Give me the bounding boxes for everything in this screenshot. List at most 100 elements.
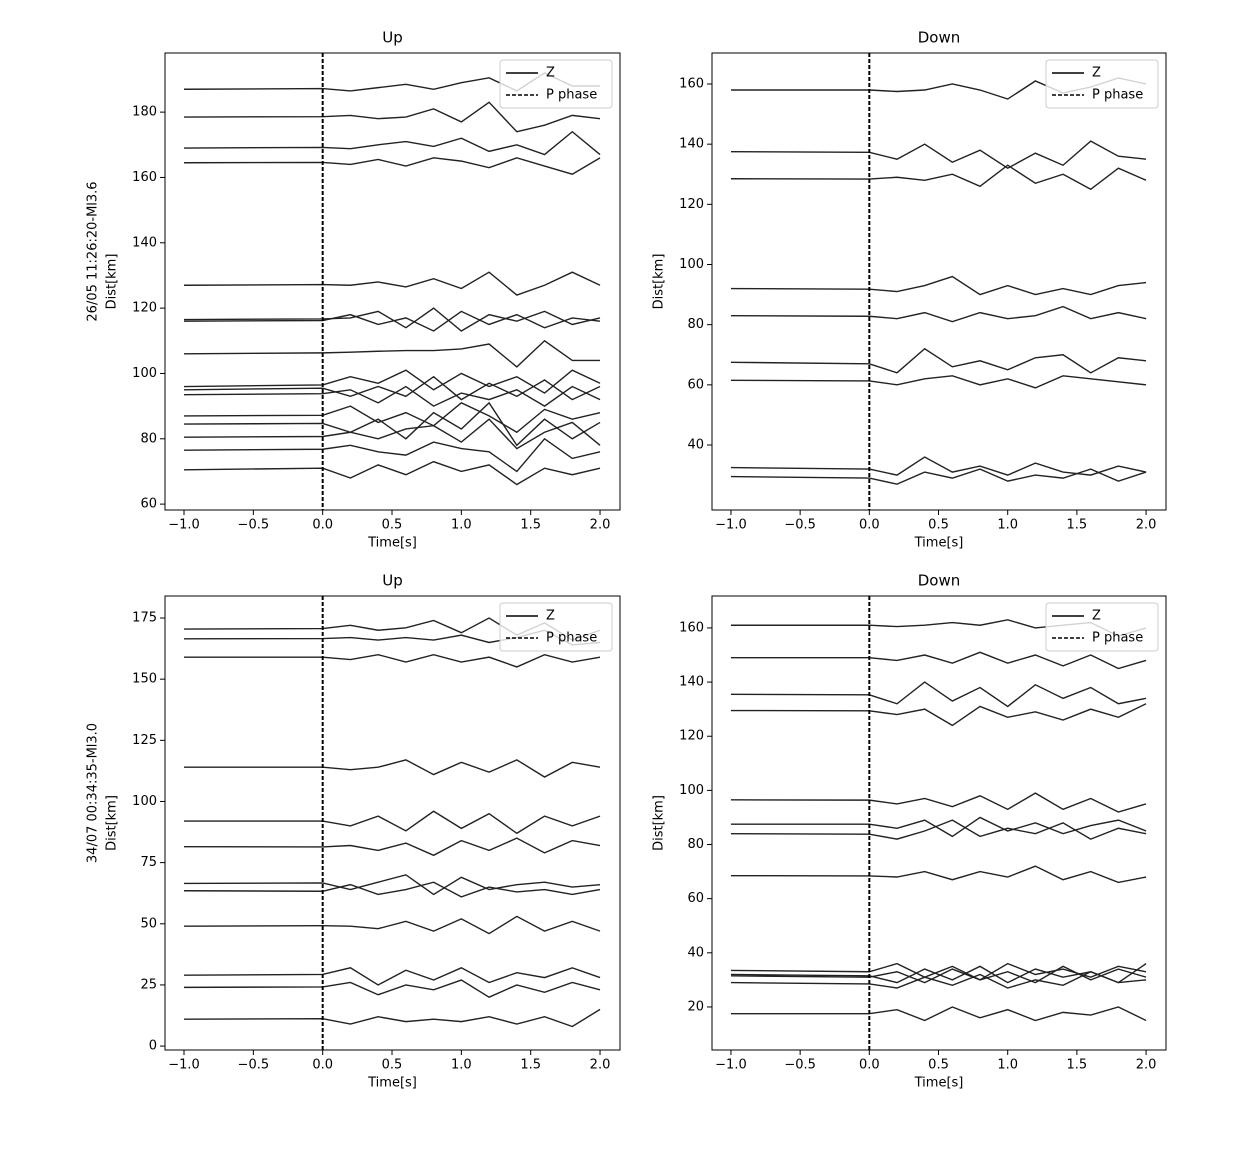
trace	[183, 157, 601, 175]
trace	[183, 653, 601, 668]
trace	[183, 437, 601, 473]
y-axis-label: Dist[km]	[652, 254, 667, 310]
trace	[730, 970, 1147, 989]
trace	[183, 759, 601, 778]
trace	[183, 271, 601, 296]
event-label: 34/07 00:34:35-Ml3.0	[86, 723, 101, 863]
x-tick-label: −0.5	[784, 1058, 816, 1073]
y-tick-label: 160	[679, 620, 704, 635]
event-label: 26/05 11:26:20-Ml3.6	[86, 181, 101, 321]
legend-label: Z	[1092, 609, 1101, 624]
x-tick-label: 2.0	[590, 1058, 611, 1073]
chart-title: Down	[918, 572, 961, 590]
trace	[183, 307, 601, 332]
y-tick-label: 60	[140, 497, 157, 512]
trace	[730, 468, 1147, 485]
trace	[730, 1006, 1147, 1022]
x-tick-label: 0.5	[382, 1058, 403, 1073]
y-tick-label: 25	[140, 977, 157, 992]
chart-title: Down	[918, 29, 961, 47]
y-tick-label: 180	[132, 105, 157, 120]
trace	[183, 979, 601, 998]
x-tick-label: −0.5	[238, 518, 270, 533]
y-tick-label: 50	[140, 916, 157, 931]
y-tick-label: 125	[132, 733, 157, 748]
trace	[183, 460, 601, 486]
y-tick-label: 160	[679, 76, 704, 91]
x-tick-label: 1.5	[1067, 1058, 1088, 1073]
y-tick-label: 60	[687, 377, 704, 392]
x-tick-label: 0.5	[928, 518, 949, 533]
y-tick-label: 140	[679, 137, 704, 152]
trace	[730, 792, 1147, 813]
trace	[183, 874, 601, 896]
trace	[183, 837, 601, 857]
trace	[730, 651, 1147, 670]
x-tick-label: 1.0	[997, 518, 1018, 533]
trace	[730, 347, 1147, 374]
y-tick-label: 100	[132, 366, 157, 381]
trace	[730, 963, 1147, 984]
y-tick-label: 60	[687, 891, 704, 906]
trace	[730, 703, 1147, 727]
y-tick-label: 120	[132, 301, 157, 316]
legend-label: Z	[1092, 66, 1101, 81]
trace	[730, 681, 1147, 708]
x-axis-label: Time[s]	[367, 536, 417, 551]
chart-title: Up	[382, 29, 403, 47]
x-axis-label: Time[s]	[367, 1076, 417, 1091]
trace	[183, 967, 601, 986]
legend-label: P phase	[546, 88, 597, 103]
y-tick-label: 160	[132, 170, 157, 185]
y-axis-label: Dist[km]	[652, 795, 667, 851]
x-tick-label: 0.5	[928, 1058, 949, 1073]
y-tick-label: 100	[679, 783, 704, 798]
trace	[730, 164, 1147, 191]
x-tick-label: 1.0	[451, 1058, 472, 1073]
y-tick-label: 140	[679, 675, 704, 690]
x-tick-label: 0.5	[382, 518, 403, 533]
x-tick-label: −1.0	[715, 1058, 747, 1073]
trace	[183, 101, 601, 133]
x-tick-label: −1.0	[715, 518, 747, 533]
trace	[730, 865, 1147, 884]
y-tick-label: 120	[679, 197, 704, 212]
y-tick-label: 80	[687, 837, 704, 852]
y-tick-label: 80	[687, 317, 704, 332]
trace	[730, 275, 1147, 296]
x-tick-label: 1.5	[520, 1058, 541, 1073]
legend-label: P phase	[546, 631, 597, 646]
y-tick-label: 40	[687, 945, 704, 960]
y-tick-label: 150	[132, 672, 157, 687]
x-tick-label: 2.0	[1136, 1058, 1157, 1073]
trace	[183, 130, 601, 156]
y-tick-label: 0	[149, 1039, 157, 1054]
legend-box	[1045, 59, 1159, 109]
legend-box	[499, 59, 613, 109]
trace	[730, 965, 1147, 984]
x-tick-label: 0.0	[312, 1058, 333, 1073]
trace	[183, 310, 601, 332]
trace	[183, 401, 601, 447]
y-axis-label: Dist[km]	[105, 254, 120, 310]
y-tick-label: 20	[687, 999, 704, 1014]
x-tick-label: 2.0	[1136, 518, 1157, 533]
x-axis-label: Time[s]	[914, 1076, 964, 1091]
trace	[730, 305, 1147, 323]
x-axis-label: Time[s]	[914, 536, 964, 551]
y-tick-label: 120	[679, 729, 704, 744]
y-tick-label: 175	[132, 611, 157, 626]
legend-label: Z	[546, 66, 555, 81]
y-tick-label: 80	[140, 431, 157, 446]
trace	[183, 402, 601, 434]
x-tick-label: 2.0	[590, 518, 611, 533]
trace	[183, 1008, 601, 1028]
trace	[183, 385, 601, 407]
x-tick-label: 0.0	[312, 518, 333, 533]
trace	[183, 375, 601, 401]
trace	[183, 339, 601, 368]
x-tick-label: 1.0	[997, 1058, 1018, 1073]
y-tick-label: 40	[687, 438, 704, 453]
x-tick-label: −0.5	[784, 518, 816, 533]
y-tick-label: 100	[679, 257, 704, 272]
